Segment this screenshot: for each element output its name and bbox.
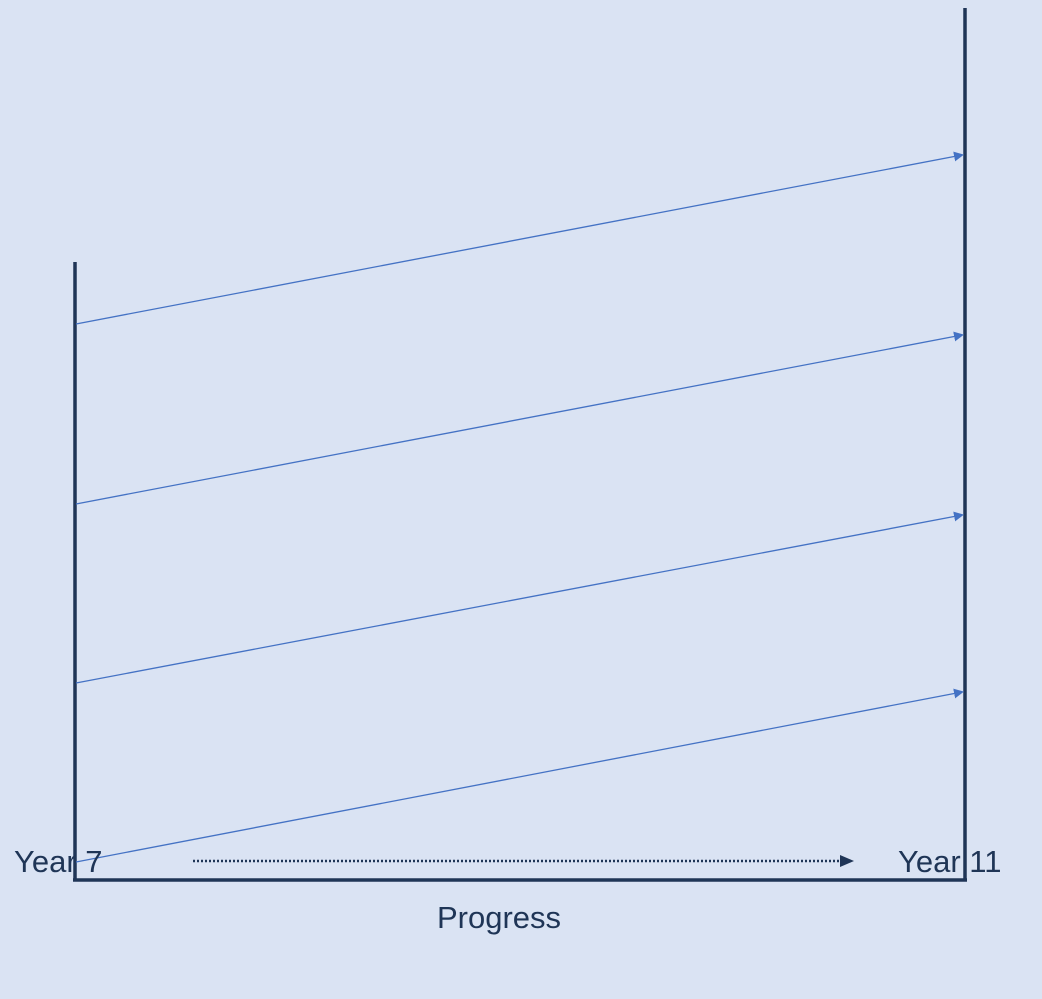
progress-arrow-1 bbox=[75, 151, 964, 325]
progress-label: Progress bbox=[437, 900, 562, 935]
progress-arrow-3 bbox=[75, 511, 964, 684]
year-11-label: Year 11 bbox=[898, 844, 1002, 879]
progress-arrow-2 bbox=[75, 331, 964, 505]
year-7-label: Year 7 bbox=[14, 844, 103, 879]
progress-arrow-4 bbox=[75, 688, 964, 863]
